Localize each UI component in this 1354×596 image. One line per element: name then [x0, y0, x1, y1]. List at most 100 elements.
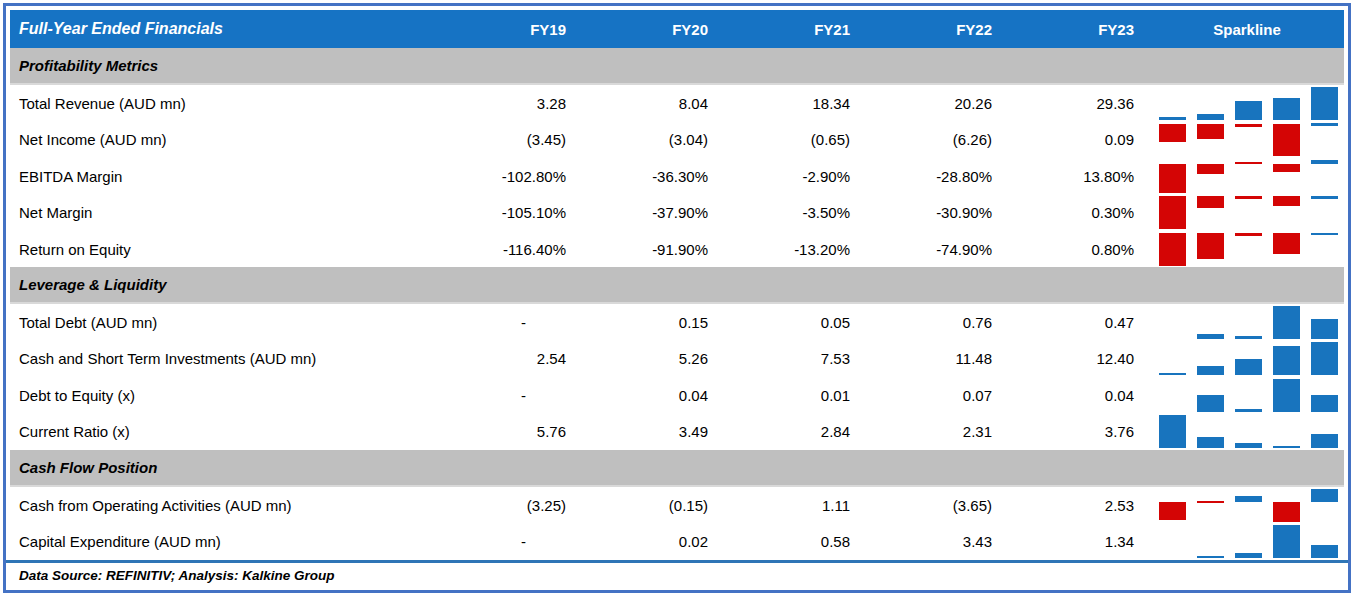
sparkline-bar	[1235, 553, 1262, 558]
metric-label: Debt to Equity (x)	[19, 387, 440, 404]
value-cell-fy19: 2.54	[440, 350, 582, 367]
sparkline-bar	[1273, 164, 1300, 172]
value-cell-fy21: 0.01	[724, 387, 866, 404]
value-cell-fy19: (3.25)	[440, 497, 582, 514]
column-header-fy22: FY22	[866, 21, 1008, 38]
value-cell-fy23: 0.80%	[1008, 241, 1150, 258]
value-cell-fy22: -28.80%	[866, 168, 1008, 185]
sparkline-bar	[1159, 373, 1186, 376]
value-cell-fy19: (3.45)	[440, 131, 582, 148]
sparkline-bar	[1311, 395, 1338, 412]
sparkline-slot	[1159, 160, 1186, 193]
sparkline-bar	[1311, 434, 1338, 448]
sparkline-bar	[1311, 87, 1338, 120]
sparkline-slot	[1273, 379, 1300, 412]
sparkline-bar	[1197, 395, 1224, 412]
table-row-total-debt-aud-mn: Total Debt (AUD mn)-0.150.050.760.47	[10, 304, 1344, 340]
sparkline-bar	[1235, 409, 1262, 412]
metric-label: Cash and Short Term Investments (AUD mn)	[19, 350, 440, 367]
sparkline-slot	[1159, 379, 1186, 412]
sparkline-bar	[1235, 124, 1262, 127]
data-source-note: Data Source: REFINITIV; Analysis: Kalkin…	[19, 568, 335, 583]
sparkline-slot	[1197, 489, 1224, 522]
metric-label: Return on Equity	[19, 241, 440, 258]
sparkline-slot	[1273, 160, 1300, 193]
sparkline-slot	[1235, 160, 1262, 193]
sparkline-slot	[1273, 123, 1300, 156]
value-cell-fy21: 0.58	[724, 533, 866, 550]
sparkline-slot	[1159, 415, 1186, 448]
section-title: Cash Flow Position	[19, 459, 157, 476]
sparkline-slot	[1197, 87, 1224, 120]
sparkline-slot	[1235, 489, 1262, 522]
table-row-capital-expenditure-aud-mn: Capital Expenditure (AUD mn)-0.020.583.4…	[10, 524, 1344, 560]
value-cell-fy22: 2.31	[866, 423, 1008, 440]
sparkline-slot	[1273, 342, 1300, 375]
sparkline-slot	[1235, 415, 1262, 448]
sparkline-slot	[1311, 233, 1338, 266]
sparkline	[1150, 233, 1344, 266]
sparkline-slot	[1197, 342, 1224, 375]
value-cell-fy22: 0.07	[866, 387, 1008, 404]
sparkline-slot	[1159, 123, 1186, 156]
sparkline-bar	[1311, 489, 1338, 503]
value-cell-fy19: -105.10%	[440, 204, 582, 221]
sparkline-bar	[1197, 124, 1224, 140]
value-cell-fy23: 3.76	[1008, 423, 1150, 440]
sparkline-bar	[1235, 101, 1262, 120]
sparkline-bar	[1273, 525, 1300, 558]
sparkline-bar	[1311, 160, 1338, 164]
table-row-debt-to-equity-x: Debt to Equity (x)-0.040.010.070.04	[10, 377, 1344, 413]
sparkline-bar	[1197, 501, 1224, 504]
value-cell-fy20: 3.49	[582, 423, 724, 440]
sparkline-bar	[1197, 114, 1224, 120]
column-header-fy20: FY20	[582, 21, 724, 38]
section-header-cash-flow-position: Cash Flow Position	[10, 450, 1344, 487]
sparkline-bar	[1159, 124, 1186, 142]
sparkline-slot	[1235, 525, 1262, 558]
sparkline-bar	[1273, 124, 1300, 157]
sparkline-slot	[1311, 342, 1338, 375]
sparkline-bar	[1159, 502, 1186, 519]
sparkline-bar	[1311, 196, 1338, 199]
table-title: Full-Year Ended Financials	[19, 20, 440, 38]
table-row-ebitda-margin: EBITDA Margin-102.80%-36.30%-2.90%-28.80…	[10, 158, 1344, 194]
sparkline-bar	[1197, 233, 1224, 259]
value-cell-fy20: 0.02	[582, 533, 724, 550]
column-header-fy19: FY19	[440, 21, 582, 38]
sparkline	[1150, 342, 1344, 375]
sparkline-bar	[1273, 233, 1300, 254]
financial-table: Full-Year Ended Financials FY19FY20FY21F…	[3, 3, 1351, 593]
sparkline-bar	[1235, 359, 1262, 376]
metric-label: Net Income (AUD mn)	[19, 131, 440, 148]
value-cell-fy21: 0.05	[724, 314, 866, 331]
sparkline-slot	[1311, 160, 1338, 193]
sparkline-bar	[1197, 334, 1224, 339]
value-cell-fy20: 0.15	[582, 314, 724, 331]
sparkline-slot	[1311, 196, 1338, 229]
value-cell-fy20: (0.15)	[582, 497, 724, 514]
value-cell-fy23: 1.34	[1008, 533, 1150, 550]
sparkline	[1150, 489, 1344, 522]
sparkline-slot	[1235, 342, 1262, 375]
table-row-total-revenue-aud-mn: Total Revenue (AUD mn)3.288.0418.3420.26…	[10, 85, 1344, 121]
sparkline-bar	[1311, 233, 1338, 236]
value-cell-fy23: 0.47	[1008, 314, 1150, 331]
sparkline-slot	[1159, 196, 1186, 229]
sparkline-bar	[1159, 233, 1186, 266]
section-title: Profitability Metrics	[19, 57, 158, 74]
sparkline-slot	[1197, 233, 1224, 266]
column-header-fy21: FY21	[724, 21, 866, 38]
value-cell-fy21: -13.20%	[724, 241, 866, 258]
table-row-cash-and-short-term-investments-aud-mn: Cash and Short Term Investments (AUD mn)…	[10, 341, 1344, 377]
sparkline	[1150, 415, 1344, 448]
sparkline-slot	[1311, 379, 1338, 412]
sparkline-slot	[1197, 196, 1224, 229]
value-cell-fy19: -	[440, 387, 582, 404]
value-cell-fy23: 29.36	[1008, 95, 1150, 112]
value-cell-fy19: -	[440, 533, 582, 550]
metric-label: Total Debt (AUD mn)	[19, 314, 440, 331]
sparkline-slot	[1197, 525, 1224, 558]
sparkline-slot	[1235, 379, 1262, 412]
value-cell-fy22: -30.90%	[866, 204, 1008, 221]
